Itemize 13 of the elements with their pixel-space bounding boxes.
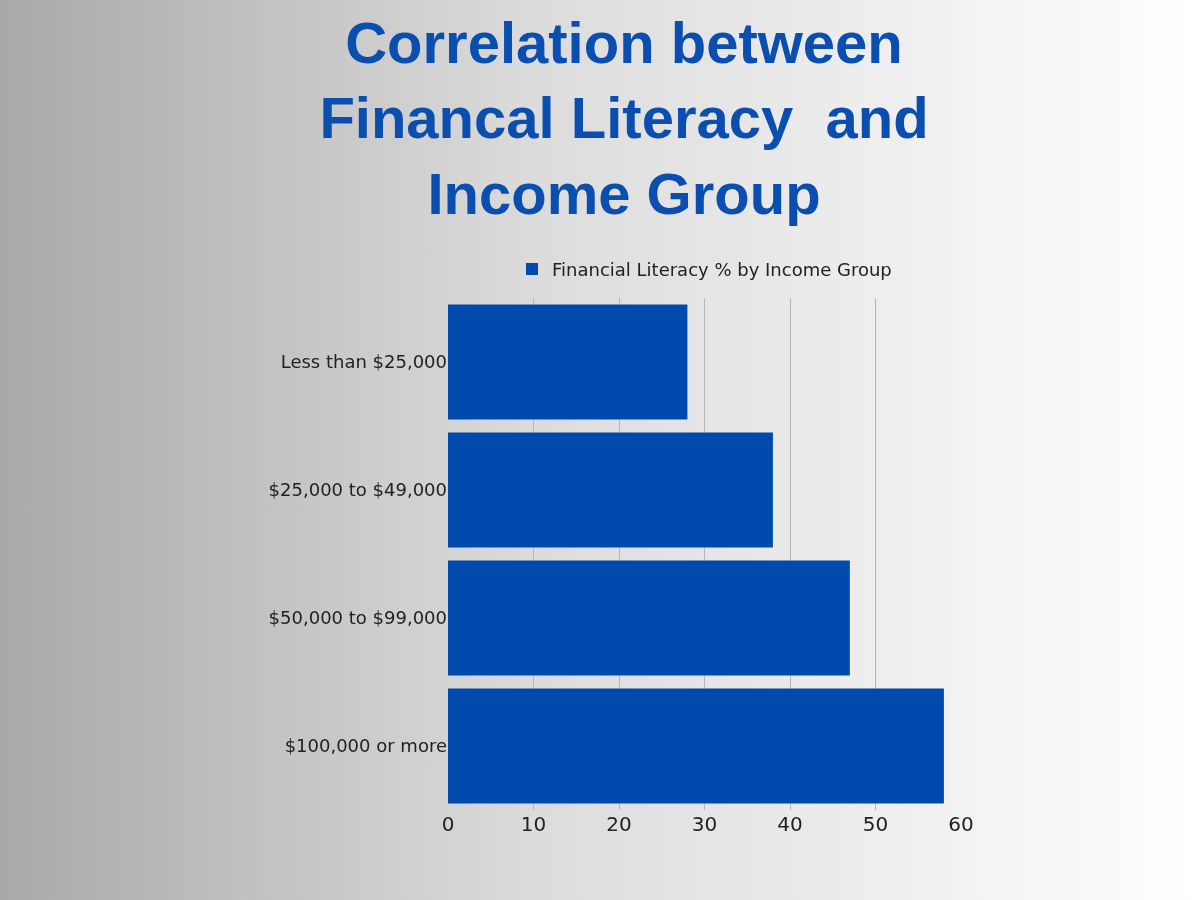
y-tick-label: $25,000 to $49,000 (268, 479, 447, 501)
x-tick-label: 20 (606, 812, 632, 836)
chart-title: Correlation between Financal Literacy and Income Group (319, 10, 929, 226)
y-tick-label: $100,000 or more (284, 735, 447, 757)
y-tick-label: $50,000 to $99,000 (268, 607, 447, 629)
x-tick-label: 30 (691, 812, 718, 836)
legend-label: Financial Literacy % by Income Group (552, 258, 892, 280)
x-tick-label: 50 (862, 812, 889, 836)
x-tick-label: 60 (948, 812, 974, 836)
x-tick-label: 40 (777, 812, 803, 836)
x-tick-label: 0 (441, 812, 455, 836)
x-tick-label: 10 (520, 812, 547, 836)
y-tick-label: Less than $25,000 (280, 351, 447, 373)
